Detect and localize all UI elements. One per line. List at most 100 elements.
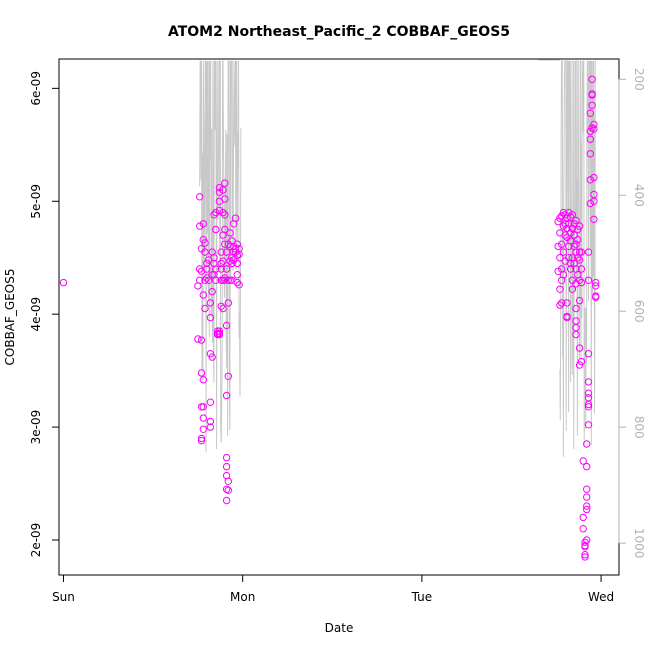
data-point: [584, 350, 593, 358]
data-point: [199, 414, 208, 422]
data-point: [556, 214, 564, 222]
data-point: [231, 245, 240, 253]
data-point: [221, 179, 229, 187]
data-point: [210, 211, 218, 219]
data-point: [196, 193, 204, 201]
x-tick-label: Sun: [52, 590, 75, 604]
data-point: [584, 248, 593, 256]
data-point: [583, 462, 591, 471]
data-point: [219, 304, 227, 313]
data-point: [235, 281, 243, 289]
data-point: [219, 208, 227, 217]
data-point: [197, 434, 206, 443]
data-point: [197, 336, 206, 344]
data-point: [572, 330, 580, 339]
data-point: [201, 304, 209, 313]
data-point: [217, 248, 225, 256]
data-point: [208, 353, 216, 361]
data-point: [196, 276, 204, 284]
data-point: [215, 206, 224, 215]
data-point: [204, 276, 213, 284]
data-point: [221, 195, 229, 203]
data-point: [572, 240, 580, 248]
data-point: [196, 222, 204, 230]
y-tick-label: 2e-09: [29, 523, 43, 558]
data-point: [212, 265, 220, 273]
data-point: [215, 188, 224, 196]
data-point: [199, 220, 208, 228]
data-point: [206, 313, 215, 322]
data-point: [584, 403, 593, 411]
data-point: [584, 378, 593, 386]
data-point: [559, 271, 568, 279]
data-point: [575, 222, 584, 230]
data-point: [231, 214, 240, 222]
data-point: [215, 327, 224, 335]
data-point: [224, 477, 233, 485]
data-point: [584, 276, 593, 284]
data-point: [222, 453, 231, 462]
data-point: [222, 265, 231, 273]
data-point: [215, 330, 224, 339]
data-point: [201, 248, 209, 256]
data-point: [590, 125, 598, 133]
data-point: [568, 224, 577, 233]
data-point: [590, 197, 598, 206]
data-point: [575, 344, 584, 352]
x-tick-label: Tue: [411, 590, 433, 604]
data-point: [579, 525, 587, 533]
data-points: [59, 75, 600, 561]
data-point: [565, 208, 573, 217]
data-point: [194, 335, 202, 343]
data-point: [568, 211, 577, 219]
data-point: [221, 225, 229, 234]
data-point: [586, 176, 594, 184]
data-point: [201, 239, 209, 247]
pressure-trace: [559, 60, 596, 457]
data-point: [559, 208, 568, 217]
data-point: [233, 259, 242, 268]
data-point: [203, 274, 211, 282]
y-right-tick-label: 200: [632, 68, 646, 91]
data-point: [556, 254, 564, 262]
y-right-tick-label: 600: [632, 300, 646, 323]
data-point: [590, 173, 598, 182]
data-point: [590, 120, 598, 129]
data-point: [583, 485, 591, 493]
x-tick-label: Mon: [230, 590, 255, 604]
data-point: [563, 312, 571, 321]
data-point: [559, 248, 568, 256]
data-point: [577, 278, 586, 287]
data-point: [577, 248, 586, 256]
data-point: [579, 513, 587, 522]
x-axis-label: Date: [325, 621, 354, 635]
data-point: [566, 213, 575, 221]
data-point: [588, 101, 596, 110]
data-point: [588, 75, 596, 84]
data-point: [199, 403, 208, 411]
x-tick-label: Wed: [588, 590, 614, 604]
data-point: [208, 287, 216, 296]
data-point: [572, 216, 580, 225]
data-point: [579, 457, 587, 465]
data-point: [219, 257, 227, 265]
data-point: [568, 285, 577, 293]
data-point: [565, 220, 573, 228]
data-point: [197, 369, 206, 377]
data-point: [570, 231, 578, 239]
data-point: [233, 240, 242, 248]
data-point: [222, 462, 231, 471]
data-point: [199, 291, 208, 299]
data-point: [206, 417, 215, 426]
data-point: [566, 237, 575, 245]
data-point: [563, 299, 571, 307]
data-point: [558, 299, 566, 307]
data-point: [212, 276, 220, 284]
data-point: [226, 229, 234, 237]
data-point: [201, 276, 209, 284]
data-point: [581, 543, 589, 551]
data-point: [558, 240, 566, 248]
data-point: [217, 265, 225, 273]
data-point: [222, 496, 231, 505]
x-axis: Sun Mon Tue Wed: [52, 574, 614, 604]
